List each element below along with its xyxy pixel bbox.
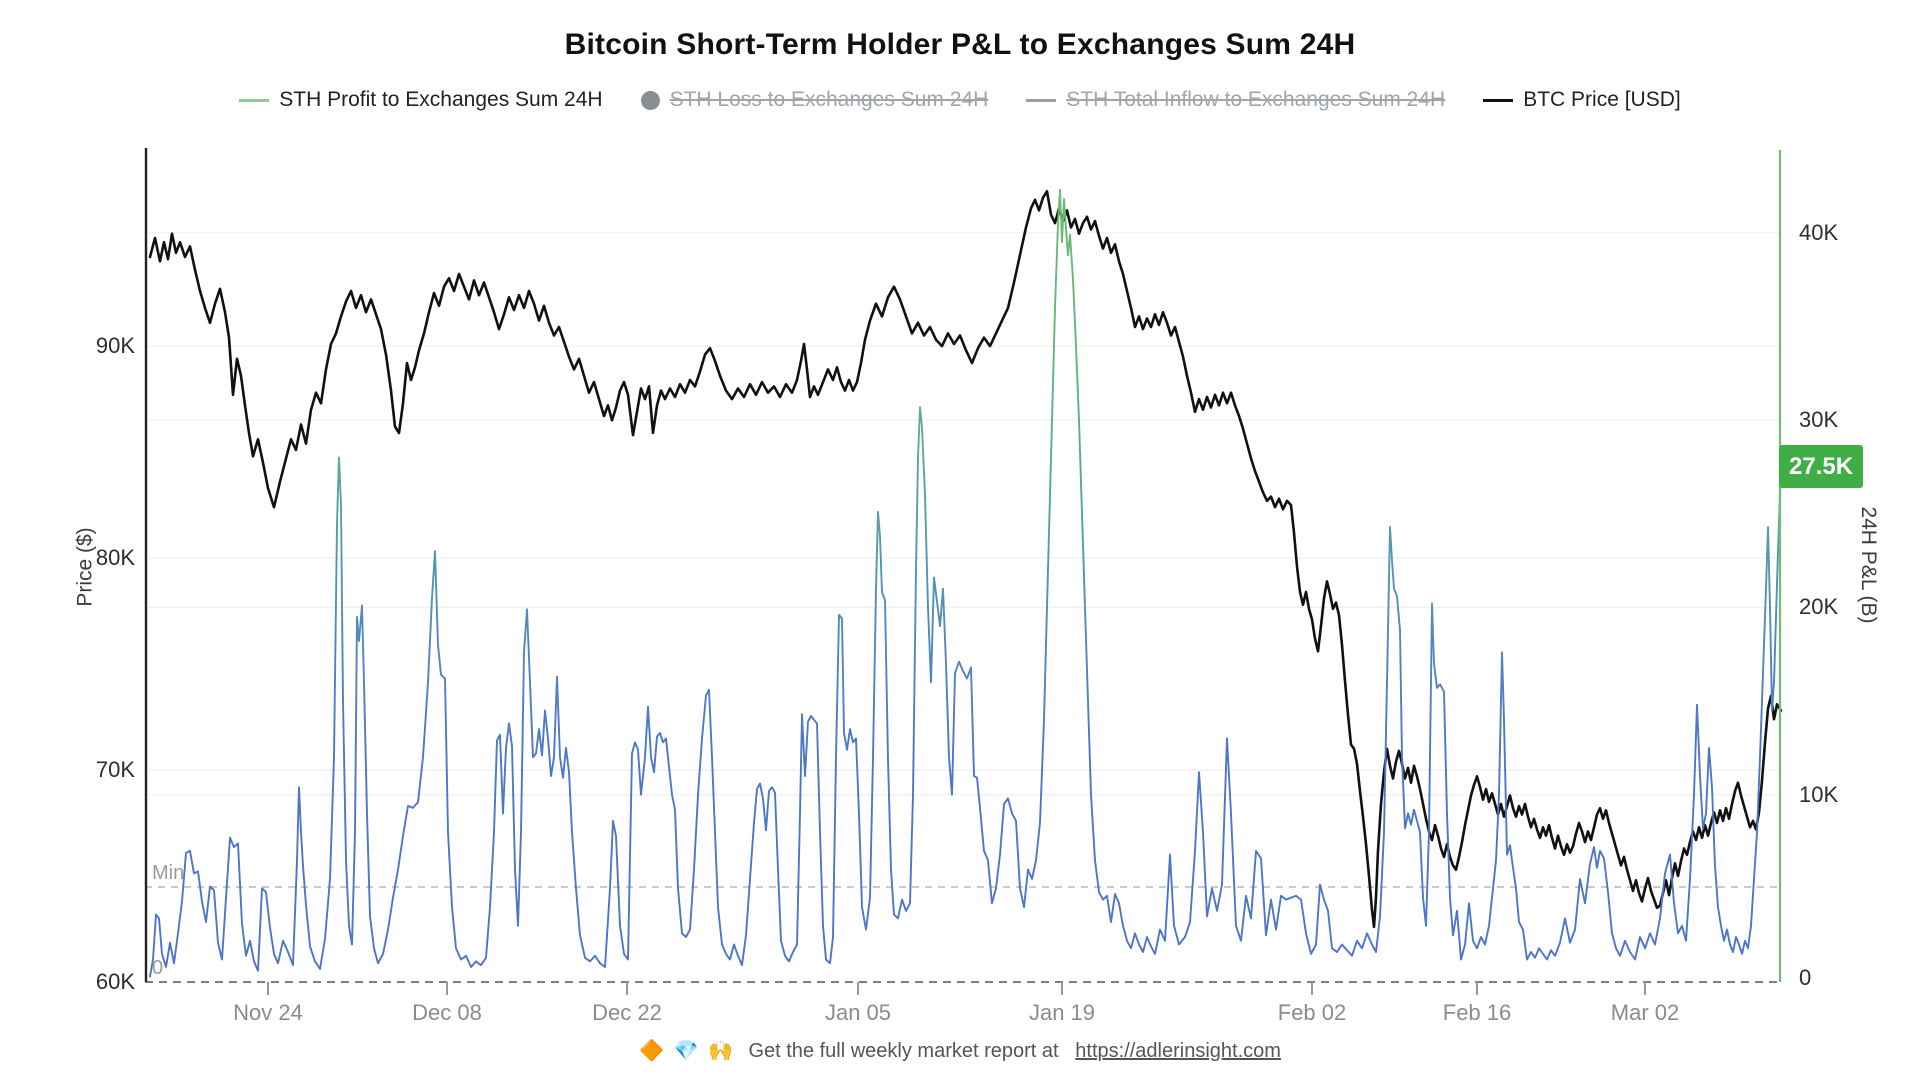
right-axis-tick: 40K — [1799, 220, 1839, 245]
legend-line-marker-icon — [1483, 98, 1514, 102]
x-axis-tick: Feb 02 — [1277, 1000, 1347, 1025]
current-value-badge: 27.5K — [1779, 445, 1864, 488]
left-axis-tick: 60K — [95, 969, 135, 994]
left-axis-tick: 90K — [95, 333, 135, 358]
chart-legend: STH Profit to Exchanges Sum 24H STH Loss … — [0, 88, 1920, 112]
chart-title: Bitcoin Short-Term Holder P&L to Exchang… — [564, 28, 1356, 61]
legend-item-label: BTC Price [USD] — [1523, 88, 1681, 111]
legend-item-3[interactable]: BTC Price [USD] — [1483, 88, 1681, 112]
x-axis-tick: Jan 05 — [824, 1000, 892, 1025]
x-axis-tick: Dec 08 — [412, 1000, 482, 1025]
legend-item-0[interactable]: STH Profit to Exchanges Sum 24H — [239, 88, 603, 112]
series-btc-price — [148, 190, 1783, 929]
legend-line-marker-icon — [1026, 98, 1057, 102]
legend-item-label: STH Loss to Exchanges Sum 24H — [669, 88, 989, 111]
x-axis-tick: Feb 16 — [1442, 1000, 1512, 1025]
x-axis-tick: Dec 22 — [592, 1000, 662, 1025]
footer-text: Get the full weekly market report at — [748, 1040, 1059, 1062]
legend-item-2[interactable]: STH Total Inflow to Exchanges Sum 24H — [1026, 88, 1445, 112]
min-line-label: Min — [152, 862, 185, 884]
right-axis-tick: 30K — [1799, 407, 1839, 432]
left-axis-tick: 70K — [95, 757, 135, 782]
legend-item-label: STH Total Inflow to Exchanges Sum 24H — [1066, 88, 1446, 111]
legend-item-label: STH Profit to Exchanges Sum 24H — [279, 88, 603, 111]
legend-item-1[interactable]: STH Loss to Exchanges Sum 24H — [640, 88, 989, 112]
chart-canvas[interactable] — [144, 148, 1783, 995]
footer-emoji-icons: 🔶 💎 🙌 — [639, 1040, 735, 1062]
series-sth-profit — [149, 188, 1782, 978]
plot-area[interactable] — [144, 148, 1783, 995]
left-axis-tick: 80K — [95, 545, 135, 570]
footer-link[interactable]: https://adlerinsight.com — [1075, 1040, 1281, 1062]
right-axis-title: 24H P&L (B) — [1857, 506, 1880, 624]
right-axis-tick: 20K — [1799, 594, 1839, 619]
zero-line-label: 0 — [152, 957, 164, 979]
right-axis-tick: 0 — [1799, 965, 1812, 990]
right-axis-tick: 10K — [1799, 782, 1839, 807]
x-axis-tick: Nov 24 — [233, 1000, 303, 1025]
footer: 🔶 💎 🙌 Get the full weekly market report … — [0, 1038, 1920, 1063]
x-axis-tick: Jan 19 — [1028, 1000, 1096, 1025]
legend-line-marker-icon — [239, 98, 270, 102]
legend-circle-marker-icon — [640, 90, 660, 110]
x-axis-tick: Mar 02 — [1610, 1000, 1680, 1025]
